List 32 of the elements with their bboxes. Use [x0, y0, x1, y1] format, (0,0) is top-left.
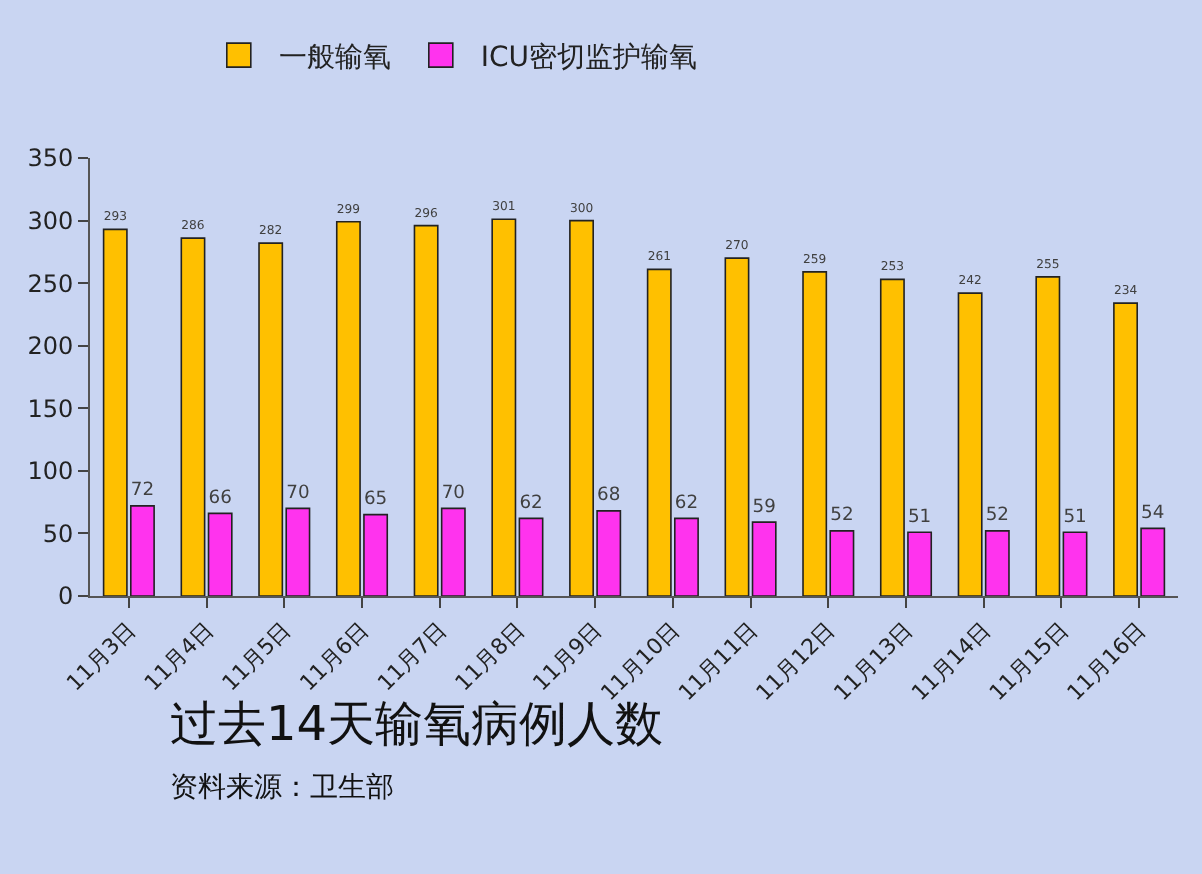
- y-tick-label: 150: [27, 394, 74, 423]
- data-label: 72: [130, 481, 155, 502]
- y-tick-label: 350: [27, 144, 74, 173]
- data-label: 66: [208, 488, 233, 509]
- text: 资料来源：卫生部: [170, 772, 394, 804]
- data-label: 52: [985, 506, 1009, 527]
- data-label: 70: [286, 483, 310, 504]
- data-label: 54: [1141, 503, 1165, 524]
- x-tick-label: 11月6日: [294, 617, 375, 697]
- text: 过去14天输氧病例人数: [170, 696, 664, 752]
- x-tick-label: 11月5日: [217, 617, 297, 697]
- y-tick-label: 100: [27, 457, 74, 486]
- data-label: 51: [1063, 507, 1087, 528]
- data-label: 65: [363, 490, 388, 511]
- y-tick-label: 0: [57, 582, 74, 611]
- x-tick-label: 11月7日: [372, 617, 452, 697]
- data-label: 59: [752, 497, 777, 518]
- y-tick-label: 300: [27, 206, 74, 235]
- y-tick-label: 50: [42, 519, 74, 548]
- data-label: 70: [441, 483, 466, 504]
- data-label: 68: [597, 486, 621, 507]
- legend-label: ICU密切监护输氧: [480, 42, 698, 75]
- data-label: 62: [519, 493, 543, 514]
- data-label: 52: [830, 506, 854, 527]
- x-tick-label: 11月4日: [139, 617, 219, 697]
- data-label: 62: [674, 493, 699, 514]
- x-tick-label: 11月3日: [61, 617, 141, 697]
- y-tick-label: 200: [27, 332, 74, 361]
- legend-label: 一般输氧: [278, 42, 391, 75]
- data-label: 51: [907, 507, 932, 528]
- x-tick-label: 11月8日: [450, 617, 530, 697]
- y-tick-label: 250: [27, 269, 74, 298]
